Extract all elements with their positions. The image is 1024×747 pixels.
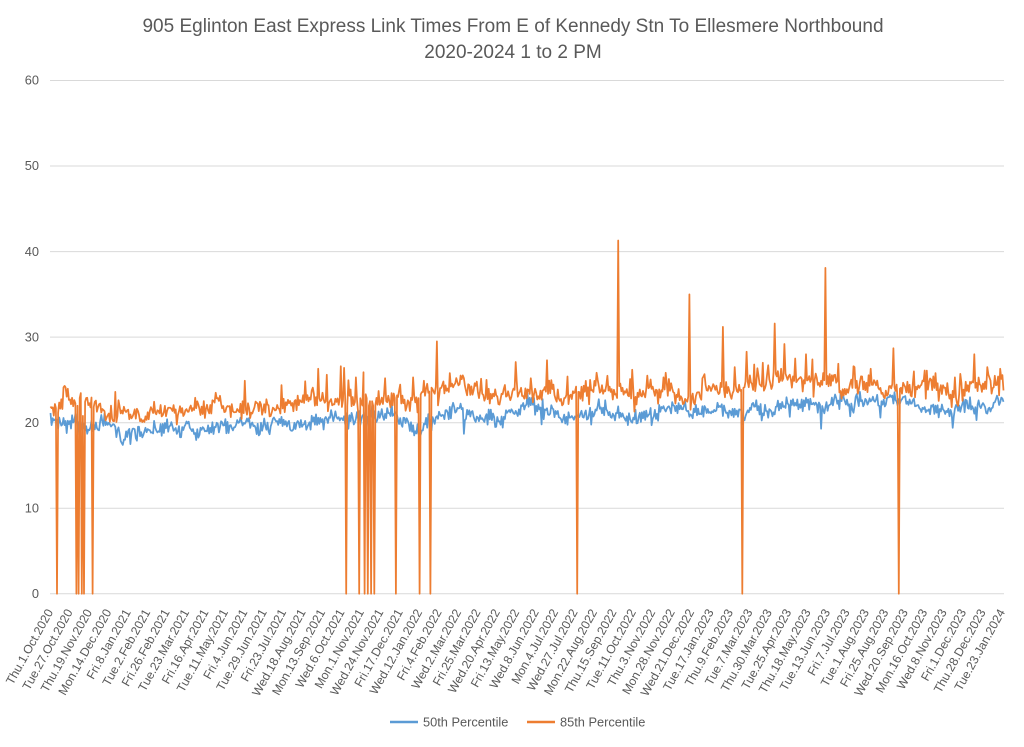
svg-text:10: 10 bbox=[25, 500, 39, 515]
svg-text:0: 0 bbox=[32, 586, 39, 601]
svg-text:30: 30 bbox=[25, 329, 39, 344]
svg-text:2020-2024 1 to 2 PM: 2020-2024 1 to 2 PM bbox=[424, 42, 601, 63]
svg-text:20: 20 bbox=[25, 415, 39, 430]
svg-text:85th Percentile: 85th Percentile bbox=[560, 715, 645, 730]
svg-text:40: 40 bbox=[25, 244, 39, 259]
svg-text:905 Eglinton East Express Link: 905 Eglinton East Express Link Times Fro… bbox=[142, 16, 883, 37]
svg-text:50th Percentile: 50th Percentile bbox=[423, 715, 508, 730]
svg-text:50: 50 bbox=[25, 158, 39, 173]
svg-text:60: 60 bbox=[25, 73, 39, 88]
